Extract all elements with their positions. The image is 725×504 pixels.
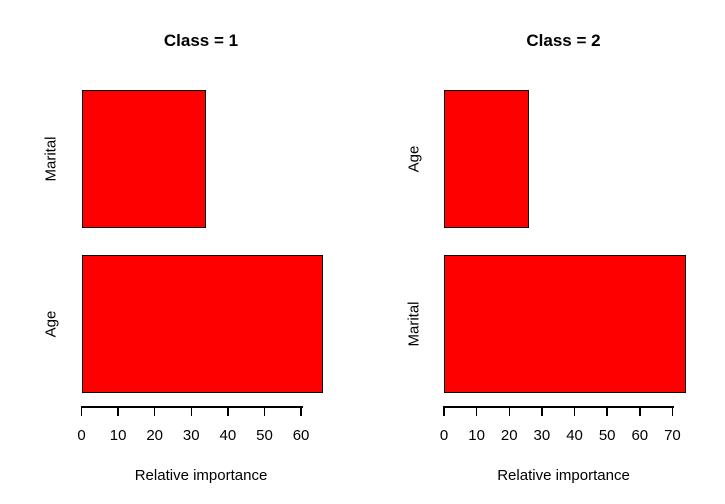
x-axis-tick xyxy=(227,406,229,416)
x-axis-tick xyxy=(541,406,543,416)
x-axis-tick xyxy=(117,406,119,416)
x-axis-tick xyxy=(190,406,193,416)
x-axis-tick-label: 30 xyxy=(533,427,551,444)
bar-marital xyxy=(444,255,686,393)
bar-age xyxy=(444,90,529,228)
x-axis-tick-label: 10 xyxy=(109,427,127,444)
x-axis-tick xyxy=(508,406,511,416)
bar-marital xyxy=(81,90,206,228)
barplot-panel-class-2: Age Marital 0 10 20 30 40 50 60 70 Class = 2 Rela… xyxy=(363,0,725,504)
x-axis-tick-label: 30 xyxy=(182,427,200,444)
x-axis-line xyxy=(444,406,674,408)
x-axis-title: Relative importance xyxy=(134,467,268,484)
x-axis-line xyxy=(81,406,303,408)
x-axis-tick-label: 0 xyxy=(77,427,86,444)
barplot-panel-class-1: Marital Age 0 10 20 30 40 50 60 Class = 1 Relati… xyxy=(42,31,323,484)
x-axis-title: Relative importance xyxy=(497,467,630,484)
x-axis-tick xyxy=(263,406,266,416)
x-axis-tick xyxy=(639,406,641,416)
x-axis-tick xyxy=(475,406,478,416)
x-axis-tick-label: 40 xyxy=(219,427,237,444)
x-axis-tick xyxy=(300,406,302,416)
x-axis-tick-label: 70 xyxy=(664,427,681,444)
x-axis-tick xyxy=(606,406,608,416)
x-axis-tick-label: 50 xyxy=(256,427,273,444)
x-axis-tick-label: 0 xyxy=(439,427,449,444)
y-axis-label-marital: Marital xyxy=(42,136,60,182)
panel-title: Class = 1 xyxy=(163,31,239,50)
panel-title: Class = 2 xyxy=(526,31,601,50)
x-axis-tick-label: 20 xyxy=(146,427,164,444)
x-axis-tick xyxy=(573,406,576,416)
x-axis-tick xyxy=(443,406,445,416)
x-axis-tick-label: 60 xyxy=(631,427,649,444)
y-axis-label-age: Age xyxy=(405,145,422,173)
x-axis-tick xyxy=(671,406,674,416)
x-axis-tick-label: 60 xyxy=(292,427,310,444)
x-axis-tick-label: 20 xyxy=(500,427,518,444)
y-axis-label-marital: Marital xyxy=(405,301,422,347)
plot-area: Age Marital 0 10 20 30 40 50 60 70 xyxy=(363,0,725,504)
x-axis-tick xyxy=(153,406,156,416)
bar-age xyxy=(81,255,323,393)
x-axis-tick-label: 50 xyxy=(598,427,616,444)
x-axis-tick-label: 10 xyxy=(468,427,485,444)
x-axis-tick xyxy=(80,406,83,416)
y-axis-label-age: Age xyxy=(42,310,60,338)
x-axis-tick-label: 40 xyxy=(566,427,583,444)
plot-area: Marital Age 0 10 20 30 40 50 60 xyxy=(42,90,323,444)
